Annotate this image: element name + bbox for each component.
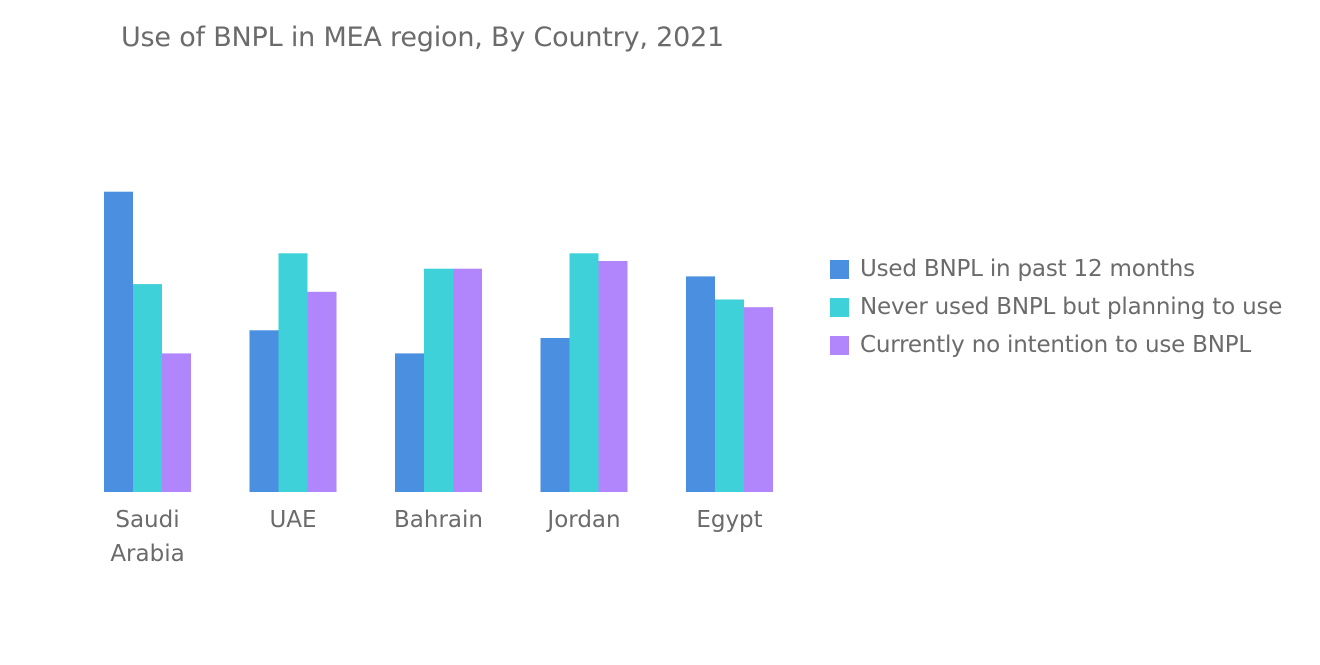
bar-egypt-series-2: [715, 299, 744, 492]
bar-saudi-arabia-series-3: [162, 353, 191, 492]
legend-swatch: [830, 297, 849, 317]
chart-title: Use of BNPL in MEA region, By Country, 2…: [121, 22, 725, 53]
x-tick-label: Jordan: [545, 507, 620, 533]
bar-bahrain-series-1: [395, 353, 424, 492]
chart-legend: Used BNPL in past 12 months Never used BN…: [830, 250, 1282, 364]
legend-item: Never used BNPL but planning to use: [830, 288, 1282, 326]
legend-label: Used BNPL in past 12 months: [860, 256, 1195, 282]
x-tick-label: Bahrain: [394, 507, 483, 533]
x-tick-label: Saudi Arabia: [110, 507, 184, 567]
legend-item: Currently no intention to use BNPL: [830, 326, 1282, 364]
legend-swatch: [830, 259, 849, 279]
bar-saudi-arabia-series-1: [104, 191, 133, 492]
bar-jordan-series-1: [540, 338, 570, 492]
bar-bahrain-series-2: [424, 268, 453, 492]
bar-jordan-series-3: [598, 261, 628, 492]
legend-item: Used BNPL in past 12 months: [830, 250, 1282, 288]
bar-jordan-series-2: [569, 253, 599, 492]
bar-uae-series-1: [249, 330, 279, 492]
bar-saudi-arabia-series-2: [133, 284, 162, 492]
bar-chart: Saudi Arabia UAE Bahrain Jordan Egypt: [104, 191, 773, 567]
bar-egypt-series-3: [744, 307, 773, 492]
x-tick-label: UAE: [269, 507, 316, 533]
bar-egypt-series-1: [686, 276, 715, 492]
legend-swatch: [830, 335, 849, 355]
legend-label: Currently no intention to use BNPL: [860, 332, 1252, 358]
bar-bahrain-series-3: [453, 268, 482, 492]
bar-uae-series-2: [278, 253, 308, 492]
x-tick-label: Egypt: [696, 507, 762, 533]
legend-label: Never used BNPL but planning to use: [860, 294, 1283, 320]
bar-uae-series-3: [307, 291, 337, 492]
